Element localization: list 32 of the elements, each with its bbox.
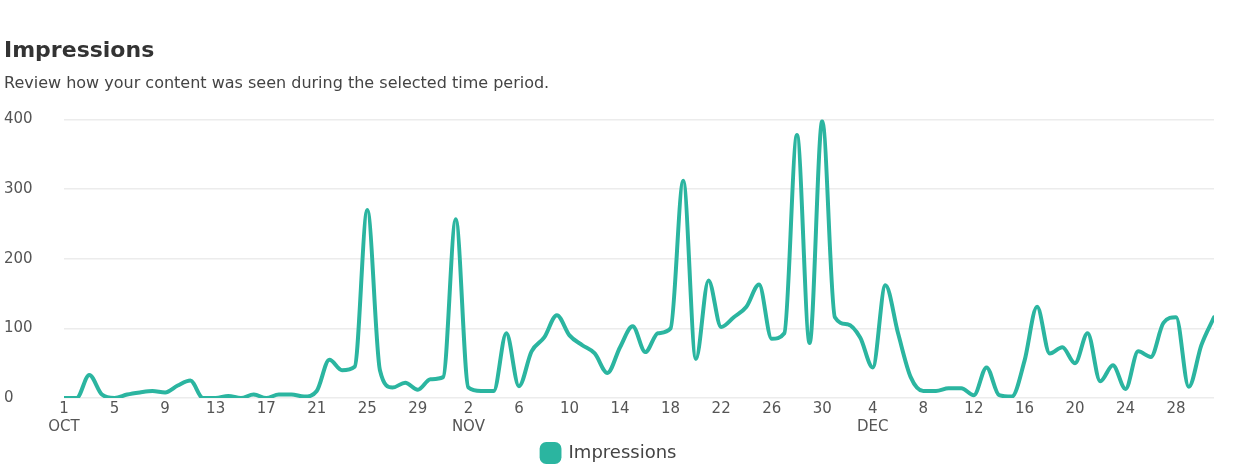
x-tick-label: 10 (559, 398, 580, 417)
x-tick-label: 12 (964, 398, 984, 417)
x-tick-label: 21 (307, 398, 327, 417)
y-tick-label: 0 (4, 387, 14, 406)
x-tick-label: 30 (812, 398, 832, 417)
legend-label: Impressions (568, 440, 677, 462)
x-tick-label: 13 (206, 398, 226, 417)
x-tick-label: 9 (160, 398, 170, 417)
x-tick-label: 18 (661, 398, 681, 417)
x-tick-label: 14 (610, 398, 630, 417)
x-tick-label: 5 (109, 398, 120, 417)
x-tick-label: 22 (711, 398, 731, 417)
x-tick-label: 28 (1166, 398, 1186, 417)
x-tick-label: 20 (1065, 398, 1085, 417)
x-tick-label: 8 (918, 398, 929, 417)
x-tick-label: 2 NOV (451, 398, 486, 435)
y-tick-label: 300 (4, 179, 33, 198)
y-tick-label: 400 (4, 109, 33, 128)
x-tick-label: 6 (514, 398, 524, 417)
x-tick-label: 24 (1115, 398, 1136, 417)
x-tick-label: 26 (762, 398, 782, 417)
x-tick-label: 25 (357, 398, 377, 417)
x-tick-label: 16 (1014, 398, 1034, 417)
x-tick-label: 1 OCT (48, 398, 81, 435)
y-tick-label: 100 (4, 318, 33, 337)
chart-title: Impressions (4, 36, 155, 62)
y-tick-label: 200 (4, 248, 33, 267)
x-tick-label: 29 (408, 398, 428, 417)
x-tick-label: 17 (256, 398, 276, 417)
line-series (64, 119, 1214, 398)
chart-subtitle: Review how your content was seen during the selected time period. (4, 73, 550, 93)
x-tick-label: 4 DEC (857, 398, 889, 435)
